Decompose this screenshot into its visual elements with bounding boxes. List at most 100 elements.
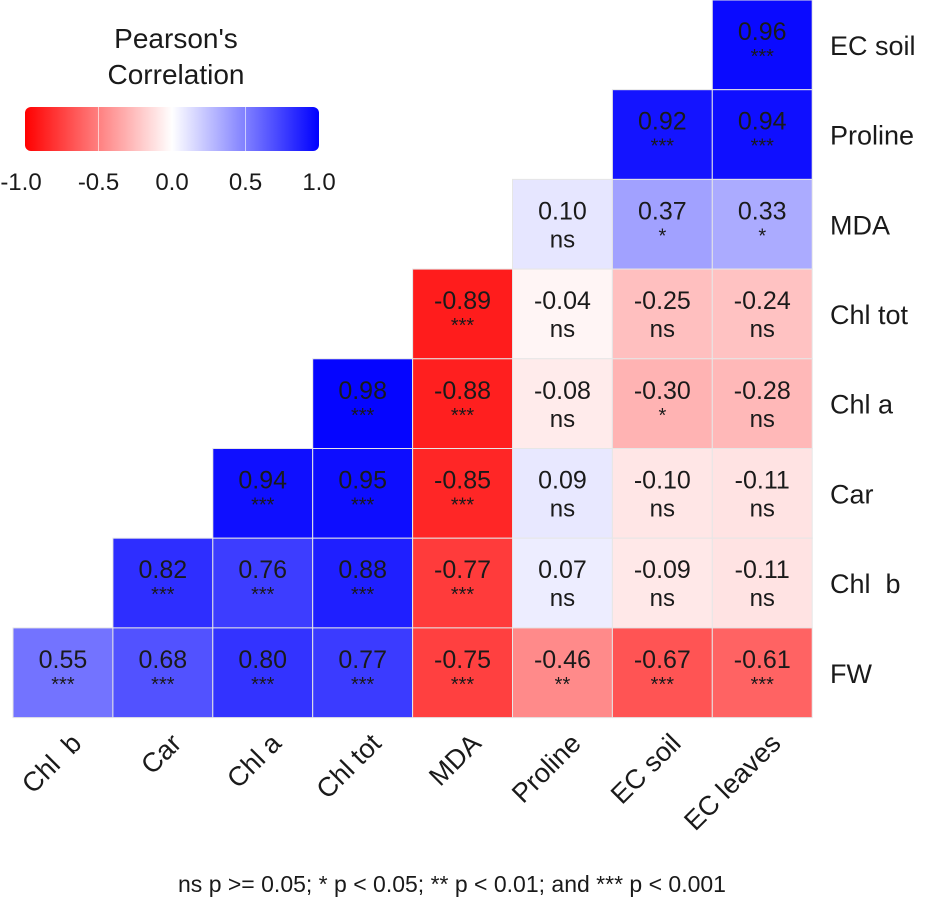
row-label: FW <box>830 659 872 689</box>
heatmap-cell: -0.67*** <box>611 627 713 719</box>
heatmap-cell: -0.88*** <box>412 358 514 449</box>
heatmap-cell: 0.94*** <box>711 89 813 180</box>
heatmap-cell: -0.85*** <box>412 448 514 539</box>
cell-significance-label: *** <box>351 674 375 696</box>
cell-fill <box>711 358 813 449</box>
column-label: EC leaves <box>678 728 786 836</box>
cell-value-label: 0.92 <box>638 108 687 136</box>
heatmap-cell: 0.95*** <box>312 448 414 539</box>
cell-value-label: -0.77 <box>434 556 491 584</box>
cell-fill <box>711 178 813 270</box>
cell-significance-label: *** <box>251 495 275 517</box>
cell-significance-label: ns <box>550 496 575 523</box>
legend-tick-label: -0.5 <box>78 169 119 196</box>
cell-value-label: 0.68 <box>139 646 188 674</box>
heatmap-cell: 0.33* <box>711 178 813 270</box>
cell-value-label: 0.80 <box>238 646 287 674</box>
cell-value-label: -0.10 <box>634 467 691 495</box>
legend-tick-label: 0.0 <box>155 169 188 196</box>
heatmap-cell: 0.55*** <box>12 627 114 719</box>
cell-significance-label: ns <box>650 585 675 612</box>
cell-fill <box>412 268 514 360</box>
cell-value-label: 0.95 <box>338 467 387 495</box>
cell-significance-label: *** <box>451 315 475 337</box>
cell-value-label: -0.11 <box>735 467 790 495</box>
cell-value-label: 0.37 <box>638 197 687 225</box>
legend-tick-label: 1.0 <box>302 169 335 196</box>
row-labels: EC soil Proline MDA Chl tot Chl a Car Chl b FW <box>830 31 916 689</box>
legend-tick-label: -1.0 <box>0 169 41 196</box>
column-label: MDA <box>423 728 487 792</box>
cell-fill <box>611 627 713 719</box>
cell-value-label: 0.88 <box>338 556 387 584</box>
heatmap-cell: -0.30* <box>611 358 713 449</box>
legend-tick-label: 0.5 <box>229 169 262 196</box>
heatmap-cell: 0.96*** <box>711 0 813 91</box>
heatmap-cell: -0.46** <box>512 627 613 719</box>
cell-significance-label: *** <box>351 405 375 427</box>
cell-significance-label: *** <box>451 584 475 606</box>
cell-fill <box>412 448 514 539</box>
column-label: Chl b <box>16 728 87 799</box>
cell-significance-label: ns <box>750 316 775 343</box>
cell-significance-label: ns <box>650 316 675 343</box>
legend-title-line1: Pearson's <box>114 23 238 54</box>
cell-significance-label: ns <box>750 585 775 612</box>
cell-significance-label: ns <box>550 316 575 343</box>
row-label: Car <box>830 479 874 509</box>
column-label: Car <box>135 728 187 780</box>
cell-fill <box>711 448 813 539</box>
cell-significance-label: * <box>758 225 766 247</box>
cell-significance-label: *** <box>751 674 775 696</box>
row-label: MDA <box>830 210 890 240</box>
column-label: Proline <box>506 728 587 809</box>
cell-value-label: -0.46 <box>534 646 591 674</box>
cell-value-label: 0.10 <box>538 197 587 225</box>
cell-value-label: -0.09 <box>634 556 691 584</box>
column-label: Chl tot <box>310 728 387 805</box>
cell-significance-label: ns <box>550 406 575 433</box>
cell-significance-label: *** <box>251 584 275 606</box>
heatmap-cell: 0.82*** <box>112 537 214 629</box>
cell-significance-label: *** <box>451 674 475 696</box>
cell-significance-label: ns <box>750 406 775 433</box>
heatmap-cell: -0.89*** <box>412 268 514 360</box>
cell-value-label: 0.33 <box>738 197 787 225</box>
column-label: EC soil <box>605 728 687 810</box>
cell-significance-label: ns <box>550 226 575 253</box>
cell-significance-label: ** <box>555 674 571 696</box>
cell-fill <box>312 358 414 449</box>
cell-significance-label: ns <box>650 496 675 523</box>
cell-value-label: 0.07 <box>538 556 587 584</box>
cell-fill <box>512 537 613 629</box>
cell-significance-label: *** <box>351 584 375 606</box>
cell-significance-label: *** <box>751 136 775 158</box>
cell-significance-label: *** <box>651 674 675 696</box>
legend-title-line2: Correlation <box>108 59 245 90</box>
row-label: Chl a <box>830 390 894 420</box>
cell-fill <box>611 358 713 449</box>
cell-value-label: -0.24 <box>734 287 791 315</box>
cell-fill <box>112 627 214 719</box>
cell-value-label: 0.76 <box>238 556 287 584</box>
cell-value-label: -0.04 <box>534 287 591 315</box>
row-label: Chl b <box>830 569 901 599</box>
cell-fill <box>212 448 314 539</box>
cell-value-label: -0.25 <box>634 287 691 315</box>
cell-fill <box>711 89 813 180</box>
heatmap-cell: 0.80*** <box>212 627 314 719</box>
cell-value-label: 0.94 <box>238 467 287 495</box>
cell-value-label: -0.11 <box>735 556 790 584</box>
row-label: Chl tot <box>830 300 909 330</box>
cell-fill <box>711 268 813 360</box>
cell-value-label: -0.30 <box>634 377 691 405</box>
heatmap-cell: 0.92*** <box>611 89 713 180</box>
